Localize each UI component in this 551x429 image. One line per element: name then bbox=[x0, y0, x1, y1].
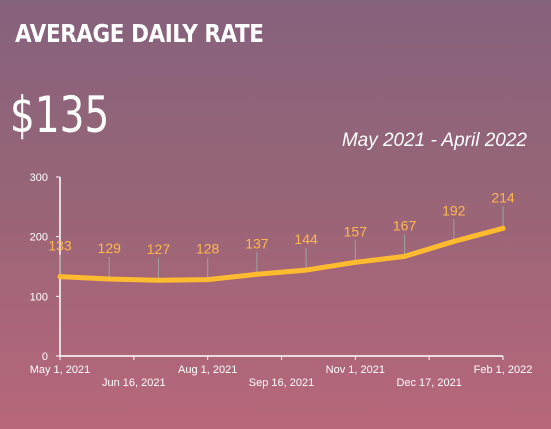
data-point bbox=[352, 259, 358, 265]
data-label: 157 bbox=[344, 223, 368, 239]
data-label: 214 bbox=[491, 189, 515, 205]
data-point bbox=[402, 253, 408, 259]
data-point bbox=[500, 225, 506, 231]
y-tick-label: 300 bbox=[30, 172, 48, 184]
data-point bbox=[57, 274, 63, 280]
x-tick-label: Dec 17, 2021 bbox=[396, 377, 461, 389]
data-label: 128 bbox=[196, 241, 220, 257]
data-label: 167 bbox=[393, 217, 417, 233]
y-tick-label: 100 bbox=[30, 291, 48, 303]
data-point bbox=[205, 277, 211, 283]
y-tick-label: 200 bbox=[30, 232, 48, 244]
data-label: 144 bbox=[294, 231, 318, 247]
x-tick-label: Jun 16, 2021 bbox=[102, 377, 166, 389]
series-line bbox=[57, 225, 506, 283]
data-label: 133 bbox=[48, 238, 72, 254]
data-label: 129 bbox=[98, 240, 122, 256]
data-point bbox=[254, 271, 260, 277]
x-tick-label: Aug 1, 2021 bbox=[178, 364, 237, 376]
data-label: 127 bbox=[147, 241, 171, 257]
average-rate-value: $135 bbox=[10, 86, 110, 144]
x-tick-label: May 1, 2021 bbox=[30, 364, 91, 376]
data-point bbox=[106, 276, 112, 282]
chart-title: AVERAGE DAILY RATE bbox=[15, 19, 264, 48]
x-tick-label: Nov 1, 2021 bbox=[326, 364, 385, 376]
y-tick-label: 0 bbox=[42, 351, 48, 363]
x-tick-label: Feb 1, 2022 bbox=[474, 364, 533, 376]
data-point bbox=[303, 267, 309, 273]
x-tick-label: Sep 16, 2021 bbox=[249, 377, 314, 389]
data-label: 192 bbox=[442, 202, 466, 218]
data-point bbox=[451, 238, 457, 244]
data-point bbox=[155, 277, 161, 283]
data-label: 137 bbox=[245, 235, 269, 251]
date-range-label: May 2021 - April 2022 bbox=[341, 130, 527, 151]
